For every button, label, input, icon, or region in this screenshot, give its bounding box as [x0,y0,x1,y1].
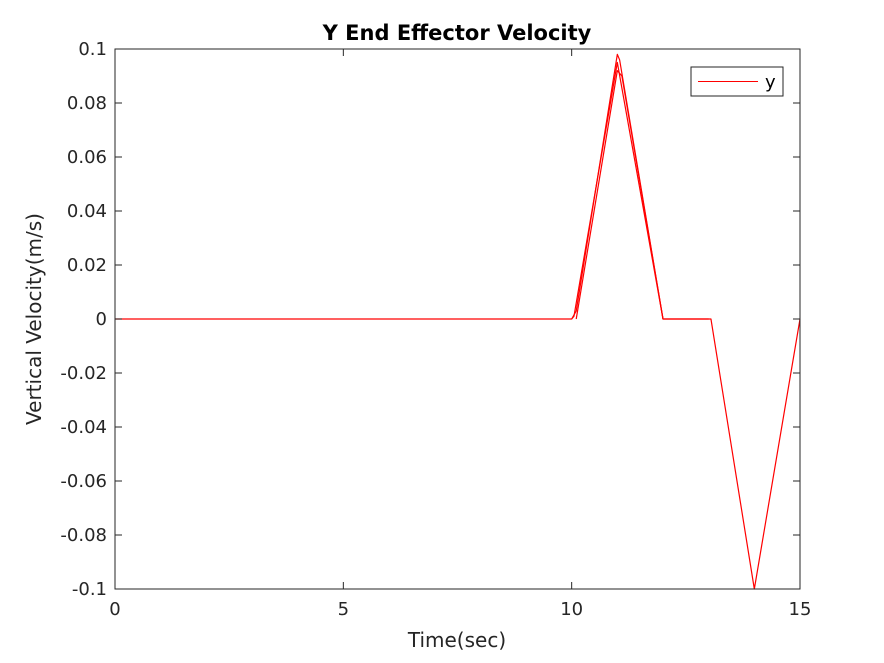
y-tick-label: -0.1 [72,579,107,600]
chart-title: Y End Effector Velocity [322,21,592,45]
x-axis: 0 5 10 15 [109,49,811,620]
y-tick-label: -0.06 [60,471,107,492]
series-line-2 [575,69,664,320]
y-tick-label: 0.08 [67,93,107,114]
y-tick-label: 0.06 [67,147,107,168]
y-axis: 0.1 0.08 0.06 0.04 0.02 0 -0.02 -0.04 -0.06 -0.08… [60,39,800,600]
y-tick-label: 0.04 [67,201,107,222]
y-tick-label: -0.02 [60,363,107,384]
y-tick-label: -0.08 [60,525,107,546]
y-tick-label: 0.1 [78,39,107,60]
y-tick-label: -0.04 [60,417,107,438]
legend-label-y: y [765,72,776,93]
y-axis-label: Vertical Velocity(m/s) [22,213,46,425]
x-tick-label: 10 [560,599,583,620]
x-axis-label: Time(sec) [407,628,506,652]
x-tick-label: 15 [789,599,812,620]
x-tick-label: 5 [338,599,349,620]
y-tick-label: 0 [96,309,107,330]
x-tick-label: 0 [109,599,120,620]
y-tick-label: 0.02 [67,255,107,276]
legend: y [690,66,784,97]
